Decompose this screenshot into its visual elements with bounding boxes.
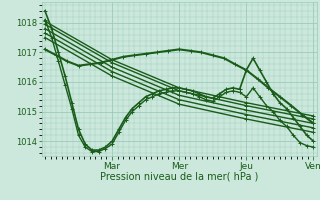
X-axis label: Pression niveau de la mer( hPa ): Pression niveau de la mer( hPa ) — [100, 172, 258, 182]
